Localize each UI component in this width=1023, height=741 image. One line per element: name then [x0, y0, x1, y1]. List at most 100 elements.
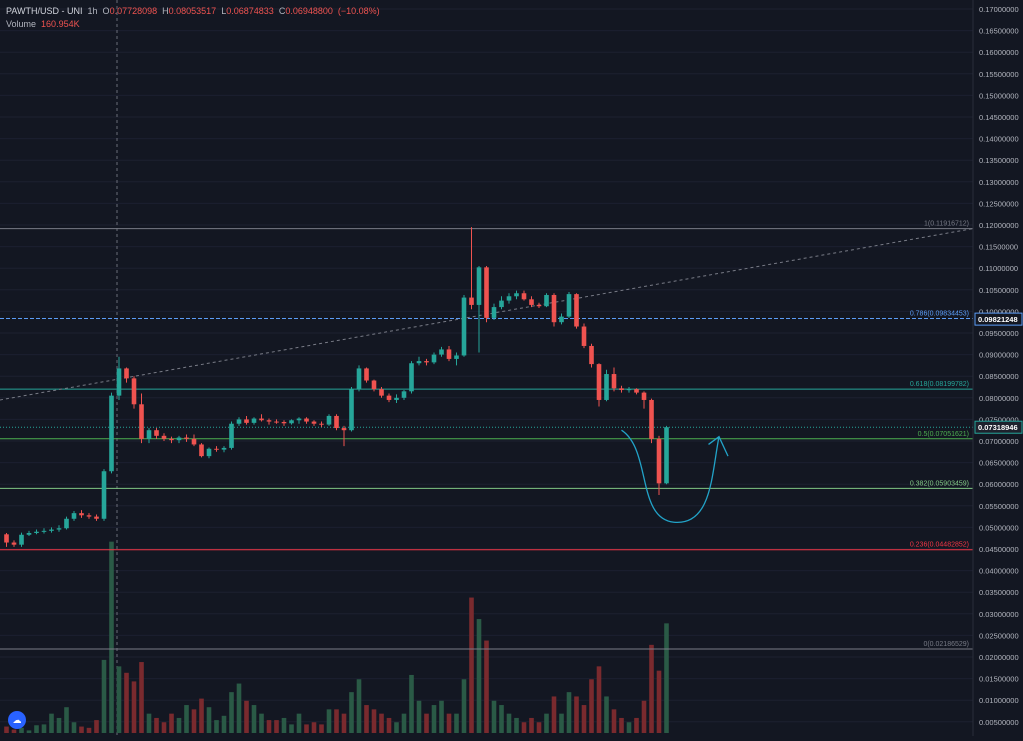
volume-bar — [401, 713, 407, 733]
candle-body — [491, 307, 497, 318]
candle-body — [49, 529, 54, 531]
candle-body — [626, 389, 632, 391]
candle-body — [251, 418, 257, 423]
volume-bar — [514, 717, 519, 733]
volume-bar — [191, 709, 197, 733]
low-label: L — [221, 6, 227, 16]
volume-bar — [19, 727, 24, 733]
price-axis-tick-label: 0.12000000 — [979, 221, 1019, 230]
price-axis-tick-label: 0.01000000 — [979, 696, 1019, 705]
hand-drawn-curve — [621, 429, 720, 523]
volume-bar — [581, 705, 587, 733]
volume-bar — [101, 659, 107, 733]
volume-value: 160.954K — [41, 19, 80, 29]
candle-body — [649, 399, 654, 439]
candle-body — [596, 364, 602, 400]
candle-body — [71, 513, 77, 519]
volume-bar — [604, 696, 609, 733]
volume-bar — [664, 623, 669, 733]
candle-body — [356, 368, 362, 390]
candle-body — [26, 533, 32, 535]
candle-body — [581, 326, 587, 346]
candle-body — [559, 316, 564, 323]
volume-bar — [274, 720, 279, 733]
fib-level-label: 1(0.11916712) — [924, 221, 969, 228]
curve-arrow-head — [708, 435, 729, 457]
candle-body — [34, 531, 39, 534]
price-axis-tick-label: 0.13500000 — [979, 156, 1019, 165]
price-axis-tick-label: 0.05500000 — [979, 502, 1019, 511]
fib-level-label: 0.382(0.05903459) — [910, 480, 969, 487]
volume-bar — [551, 696, 557, 733]
volume-label[interactable]: Volume — [6, 19, 37, 29]
price-axis-tick-label: 0.08000000 — [979, 394, 1019, 403]
volume-bar — [124, 672, 129, 733]
low-value: 0.06874833 — [226, 6, 274, 16]
volume-bar — [469, 597, 474, 733]
price-axis-tick-label: 0.15000000 — [979, 91, 1019, 100]
price-axis-tick-label: 0.09000000 — [979, 351, 1019, 360]
volume-bar — [131, 681, 137, 733]
candle-body — [656, 438, 662, 484]
volume-bar — [394, 722, 399, 733]
legend-price-row: PAWTH/USD - UNI 1h O0.07728098 H0.080535… — [6, 5, 380, 18]
symbol-label[interactable]: PAWTH/USD - UNI — [6, 6, 83, 16]
volume-bar — [26, 730, 32, 733]
price-axis-tick-label: 0.12500000 — [979, 199, 1019, 208]
candle-body — [11, 542, 17, 545]
fib-level-label: 0.786(0.09834453) — [910, 311, 969, 318]
volume-bar — [116, 666, 122, 733]
volume-bar — [334, 709, 339, 733]
volume-bar — [364, 705, 369, 733]
fib-level-label: 0.5(0.07051621) — [918, 431, 969, 438]
volume-bar — [304, 724, 309, 733]
candle-body — [86, 515, 92, 517]
price-axis-tick-label: 0.05000000 — [979, 523, 1019, 532]
candle-body — [124, 368, 129, 379]
price-axis-tick-label: 0.15500000 — [979, 70, 1019, 79]
volume-bar — [506, 713, 512, 733]
volume-bar — [251, 705, 257, 733]
candle-body — [131, 378, 137, 405]
candle-body — [461, 297, 467, 356]
candle-body — [161, 435, 167, 439]
candle-body — [191, 438, 197, 445]
candle-body — [116, 368, 122, 396]
volume-bar — [499, 705, 504, 733]
volume-bar — [536, 722, 542, 733]
volume-bar — [476, 619, 482, 733]
candle-body — [641, 392, 647, 400]
candle-body — [506, 296, 512, 301]
candle-body — [401, 391, 407, 398]
candle-body — [514, 293, 519, 297]
candle-body — [296, 418, 302, 421]
chart-legend: PAWTH/USD - UNI 1h O0.07728098 H0.080535… — [6, 5, 380, 31]
candle-body — [589, 345, 594, 365]
candle-body — [101, 471, 107, 519]
tradingview-logo-icon[interactable]: ☁ — [8, 711, 26, 729]
candle-body — [484, 267, 489, 318]
volume-bar — [11, 729, 17, 733]
candle-body — [416, 361, 422, 364]
volume-bar — [379, 713, 384, 733]
candle-body — [41, 530, 47, 532]
volume-bar — [461, 679, 467, 733]
price-tag-label: 0.07318946 — [978, 423, 1018, 432]
candle-body — [544, 294, 549, 307]
interval-label[interactable]: 1h — [87, 6, 98, 16]
candle-body — [551, 294, 557, 323]
candle-body — [229, 423, 234, 448]
price-axis-tick-label: 0.02500000 — [979, 631, 1019, 640]
volume-bar — [49, 713, 54, 733]
volume-bar — [199, 698, 204, 733]
candle-body — [469, 297, 474, 305]
price-axis-tick-label: 0.01500000 — [979, 675, 1019, 684]
price-axis-tick-label: 0.06000000 — [979, 480, 1019, 489]
candle-body — [326, 415, 332, 425]
volume-bar — [176, 717, 182, 733]
volume-bar — [341, 713, 347, 733]
candle-body — [611, 374, 617, 389]
candle-body — [304, 418, 309, 422]
